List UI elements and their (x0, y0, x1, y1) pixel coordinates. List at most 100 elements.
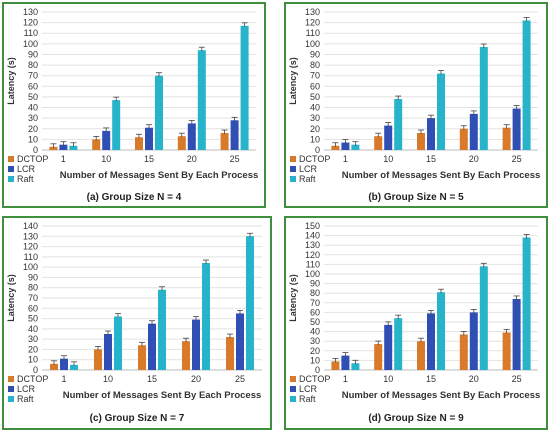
legend-label: Raft (17, 394, 34, 404)
chart-caption: (b) Group Size N = 5 (368, 192, 464, 203)
x-tick-label: 20 (469, 154, 479, 164)
y-tick-label: 30 (310, 336, 320, 346)
legend-swatch-lcr (290, 166, 296, 172)
bar-lcr (512, 298, 521, 370)
bar-raft (70, 364, 78, 370)
bar-lcr (187, 123, 196, 150)
bar-raft (202, 263, 210, 370)
bar-lcr (104, 334, 112, 370)
legend-label: DCTOP (299, 154, 330, 164)
bar-dctop (502, 332, 511, 370)
bar-lcr (102, 130, 111, 150)
bar-raft (522, 20, 531, 150)
chart-panel-b: 0 10 20 30 40 50 60 70 80 90 100 110 120 130 Latency (… (284, 2, 548, 208)
legend-swatch-raft (8, 396, 14, 402)
bar-raft (351, 144, 360, 150)
x-tick-label: 10 (383, 154, 393, 164)
bar-chart-c: 0102030405060708090100110120130140Latenc… (6, 221, 262, 404)
y-axis-label: Latency (s) (6, 57, 16, 105)
bar-raft (479, 266, 488, 370)
bar-raft (246, 236, 254, 370)
bar-raft (155, 75, 163, 150)
bar-dctop (331, 361, 340, 370)
bar-dctop (459, 128, 468, 150)
bar-raft (69, 145, 78, 150)
legend-label: LCR (17, 384, 36, 394)
bar-lcr (60, 358, 68, 370)
legend-swatch-lcr (8, 386, 14, 392)
legend-swatch-lcr (8, 166, 14, 172)
bar-raft (437, 292, 445, 370)
x-axis-label: Number of Messages Sent By Each Process (63, 390, 262, 401)
panel-frame (284, 2, 548, 208)
y-tick-label: 130 (305, 240, 320, 250)
y-tick-label: 120 (305, 18, 320, 28)
y-tick-label: 0 (33, 145, 38, 155)
y-tick-label: 60 (28, 81, 38, 91)
y-tick-label: 120 (23, 18, 38, 28)
bar-raft (394, 318, 403, 370)
bar-dctop (459, 334, 468, 370)
bar-dctop (138, 345, 146, 370)
bar-raft (522, 237, 531, 370)
bar-lcr (236, 313, 244, 370)
y-tick-label: 30 (310, 113, 320, 123)
y-tick-label: 140 (305, 231, 320, 241)
x-tick-label: 1 (61, 154, 66, 164)
bar-raft (158, 289, 166, 370)
bar-raft (351, 363, 360, 370)
y-tick-label: 90 (28, 272, 38, 282)
legend-swatch-dctop (290, 376, 296, 382)
y-tick-label: 80 (28, 60, 38, 70)
bar-dctop (374, 136, 383, 150)
y-tick-label: 150 (305, 221, 320, 231)
y-tick-label: 70 (310, 71, 320, 81)
y-tick-label: 110 (24, 28, 38, 38)
chart-panel-c: 0 10 20 30 40 50 60 70 80 90 100 110 120 130 140 Latenc… (2, 216, 272, 430)
y-tick-label: 130 (23, 231, 38, 241)
x-tick-label: 25 (235, 374, 245, 384)
chart-panel-a: 0 10 20 30 40 50 60 70 80 90 100 110 120 130 Latency (… (2, 2, 266, 208)
x-tick-label: 10 (103, 374, 113, 384)
y-tick-label: 30 (28, 334, 38, 344)
y-tick-label: 90 (28, 49, 38, 59)
bar-chart-d: 0102030405060708090100110120130140150Lat… (288, 221, 540, 404)
legend-label: Raft (17, 174, 34, 184)
y-tick-label: 50 (310, 317, 320, 327)
bar-lcr (341, 355, 350, 370)
legend-label: Raft (299, 174, 316, 184)
y-tick-label: 80 (28, 283, 38, 293)
y-tick-label: 80 (310, 288, 320, 298)
bar-lcr (512, 108, 521, 150)
bar-dctop (220, 133, 229, 150)
bar-raft (240, 25, 249, 150)
bar-lcr (148, 323, 156, 370)
y-tick-label: 20 (28, 344, 38, 354)
y-tick-label: 40 (28, 324, 38, 334)
y-tick-label: 100 (23, 262, 38, 272)
bar-raft (197, 50, 206, 150)
bar-dctop (49, 146, 58, 150)
y-tick-label: 120 (23, 242, 38, 252)
y-tick-label: 70 (310, 298, 320, 308)
legend-swatch-dctop (8, 376, 14, 382)
x-axis-label: Number of Messages Sent By Each Process (60, 170, 259, 181)
x-tick-label: 20 (187, 154, 197, 164)
y-tick-label: 110 (306, 28, 320, 38)
y-tick-label: 10 (28, 355, 38, 365)
bar-dctop (94, 349, 102, 370)
y-tick-label: 0 (33, 365, 38, 375)
y-tick-label: 70 (28, 71, 38, 81)
y-tick-label: 110 (24, 252, 38, 262)
chart-caption: (d) Group Size N = 9 (368, 413, 464, 424)
y-tick-label: 20 (28, 124, 38, 134)
panel-frame (2, 2, 266, 208)
panel-frame (284, 216, 548, 430)
y-tick-label: 30 (28, 113, 38, 123)
bar-dctop (502, 127, 511, 150)
x-tick-label: 10 (101, 154, 111, 164)
y-tick-label: 140 (23, 221, 38, 231)
x-tick-label: 15 (144, 154, 154, 164)
y-tick-label: 60 (28, 303, 38, 313)
x-tick-label: 1 (343, 374, 348, 384)
